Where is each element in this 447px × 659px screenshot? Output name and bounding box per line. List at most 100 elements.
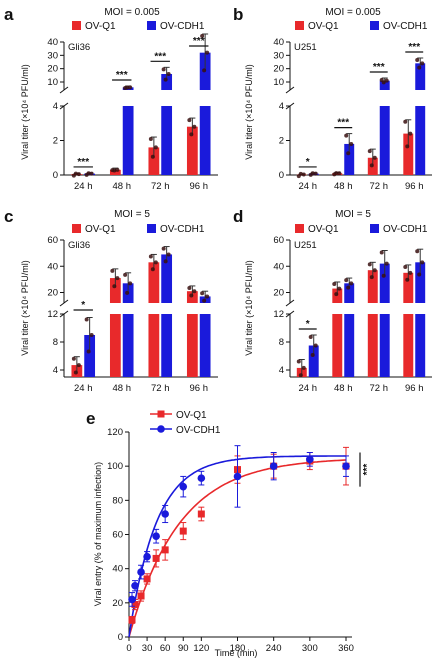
- panel-c-bar-point: [89, 333, 94, 337]
- panel-b-bar-point: [334, 171, 339, 176]
- panel-d-bar-ov-cdh1-upper: [344, 283, 355, 303]
- legend-label-ov-q1: OV-Q1: [308, 224, 339, 235]
- panel-e-point-ov-q1: [197, 510, 205, 518]
- panel-c-bar-point: [200, 291, 205, 296]
- panel-c-bar-point: [150, 267, 155, 272]
- panel-d-bar-point: [308, 335, 313, 339]
- panel-e-y-axis-label: Viral entry (% of maximum infection): [93, 462, 103, 606]
- panel-e-y-tick-label: 120: [107, 427, 123, 438]
- panel-c-x-tick-label: 48 h: [113, 383, 132, 394]
- panel-b-y-axis-label: Viral titer (×10⁴ PFU/ml): [244, 64, 254, 159]
- panel-d-bar-point: [372, 268, 377, 273]
- panel-d-bar-point: [408, 270, 413, 275]
- panel-c-bar-point: [112, 284, 117, 289]
- panel-d-bar-point: [337, 286, 342, 291]
- panel-d-bar-point: [298, 373, 303, 378]
- panel-d-bar-point: [334, 292, 339, 297]
- panel-e-point-ov-cdh1: [128, 595, 136, 604]
- panel-c-bar-ov-q1-upper: [109, 278, 121, 303]
- panel-b-y-tick-label: 10: [273, 77, 284, 88]
- panel-d-x-tick-label: 24 h: [299, 383, 318, 394]
- panel-c-bar-ov-cdh1-upper: [161, 254, 173, 303]
- legend-swatch-ov-q1: [72, 224, 81, 233]
- panel-a-bar-point: [115, 167, 120, 172]
- panel-e-point-ov-q1: [143, 575, 151, 583]
- panel-d-bar-point: [379, 250, 384, 255]
- panel-b-bar-ov-cdh1: [415, 106, 426, 175]
- panel-c-bar-point: [189, 293, 194, 298]
- panel-a-cell-line: Gli36: [68, 42, 90, 53]
- panel-d-bar-point: [349, 281, 354, 286]
- panel-d-y-tick-label: 8: [279, 337, 284, 348]
- panel-d-bar-ov-q1-upper: [403, 272, 414, 303]
- panel-e-x-tick-label: 120: [193, 643, 209, 654]
- panel-c-bar-point: [148, 254, 153, 259]
- panel-b-y-tick-label: 20: [273, 64, 284, 75]
- panel-c-x-tick-label: 96 h: [190, 383, 209, 394]
- panel-e-point-ov-q1: [131, 601, 139, 609]
- panel-c-bar-point: [115, 276, 120, 281]
- panel-d-bar-point: [417, 272, 422, 277]
- panel-a-bar-point: [202, 68, 207, 73]
- panel-c-bar-point: [205, 294, 210, 299]
- panel-b-bar-ov-q1: [403, 133, 414, 175]
- panel-d-cell-line: U251: [294, 240, 317, 251]
- panel-c-bar-point: [86, 349, 91, 354]
- panel-b-y-tick-label: 30: [273, 50, 284, 61]
- panel-d-bar-ov-cdh1: [379, 314, 390, 377]
- panel-d-bar-point: [384, 261, 389, 266]
- panel-c-bar-point: [73, 370, 78, 375]
- panel-e-y-tick-label: 20: [112, 598, 123, 609]
- panel-d-bar-ov-q1: [403, 314, 414, 377]
- panel-e-point-ov-cdh1: [161, 510, 169, 518]
- panel-a-significance-label: ***: [116, 70, 128, 81]
- panel-a-bar-ov-cdh1-upper: [161, 74, 173, 90]
- panel-b-bar-point: [313, 171, 318, 176]
- panel-c-label: c: [4, 207, 13, 226]
- panel-a-y-axis-label: Viral titer (×10⁴ PFU/ml): [20, 64, 30, 159]
- panel-a-bar-point: [86, 171, 91, 176]
- legend-swatch-ov-q1: [72, 21, 81, 30]
- panel-e-y-tick-label: 40: [112, 564, 123, 575]
- panel-b-x-tick-label: 96 h: [405, 181, 424, 192]
- panel-a-y-tick-label: 30: [47, 50, 58, 61]
- panel-d-axis-break: [285, 299, 295, 307]
- panel-c-bar-point: [153, 260, 158, 265]
- panel-c-bar-point: [166, 252, 171, 257]
- legend-label-ov-q1: OV-Q1: [308, 21, 339, 32]
- panel-e-point-ov-cdh1: [342, 462, 350, 470]
- panel-b-y-tick-label: 0: [279, 170, 284, 181]
- panel-e-x-tick-label: 300: [302, 643, 318, 654]
- panel-a-y-tick-label: 2: [53, 136, 58, 147]
- panel-d-y-tick-label: 20: [273, 288, 284, 299]
- panel-a-bar-point: [200, 34, 205, 38]
- panel-d-bar-point: [405, 277, 410, 282]
- panel-a-significance-label: ***: [193, 36, 205, 47]
- panel-b-bar-ov-cdh1-upper: [379, 80, 390, 90]
- panel-d-y-tick-label: 12: [273, 309, 284, 320]
- panel-e-point-ov-q1: [128, 616, 136, 624]
- panel-e-point-ov-q1: [152, 554, 160, 562]
- panel-d-bar-point: [369, 275, 374, 280]
- panel-d-bar-point: [296, 359, 301, 364]
- panel-e-point-ov-cdh1: [197, 474, 206, 482]
- panel-a-y-tick-label: 40: [47, 37, 58, 48]
- panel-e-x-tick-label: 360: [338, 643, 354, 654]
- panel-e-point-ov-q1: [179, 527, 187, 535]
- legend-label-ov-q1: OV-Q1: [85, 21, 116, 32]
- panel-b-bar-point: [344, 133, 349, 138]
- panel-d-label: d: [233, 207, 243, 226]
- panel-c-bar-ov-q1-upper: [148, 262, 160, 303]
- panel-c-bar-ov-q1: [186, 314, 198, 377]
- panel-a-bar-point: [192, 124, 197, 129]
- panel-c-y-tick-label: 8: [53, 337, 58, 348]
- panel-e-significance-label: ***: [362, 464, 373, 476]
- panel-c-bar-point: [128, 281, 133, 286]
- panel-e-x-tick-label: 0: [126, 643, 131, 654]
- panel-e-y-tick-label: 0: [118, 632, 123, 643]
- panel-c-bar-point: [202, 298, 207, 303]
- panel-c-bar-ov-q1: [109, 314, 121, 377]
- panel-d-significance-label: *: [306, 319, 310, 330]
- panel-e-point-ov-q1: [161, 546, 169, 554]
